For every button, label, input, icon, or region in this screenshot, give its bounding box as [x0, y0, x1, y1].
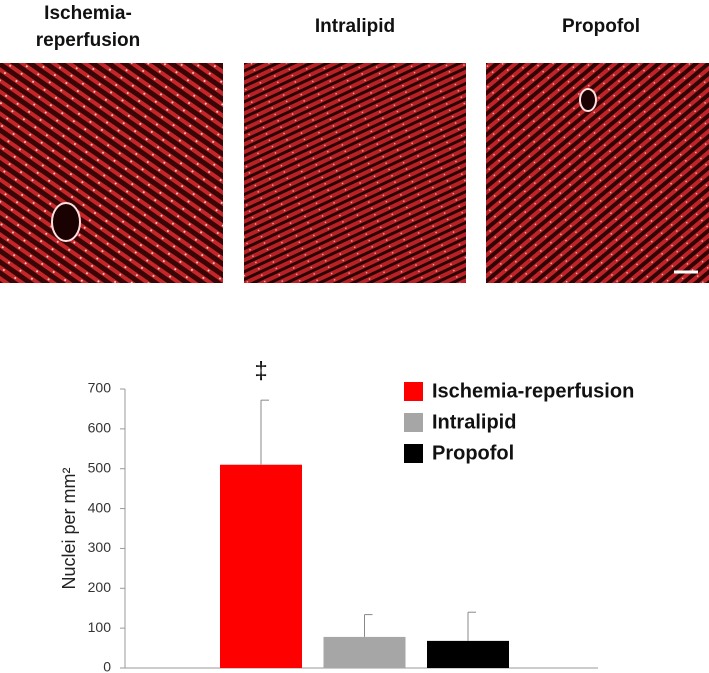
y-tick-label: 500 [88, 459, 112, 475]
y-tick-label: 300 [88, 539, 112, 555]
y-tick-label: 0 [103, 659, 111, 673]
annotation: ‡ [254, 357, 267, 384]
legend-label: Ischemia-reperfusion [432, 380, 634, 402]
y-tick-label: 400 [88, 499, 112, 515]
micrograph [0, 63, 223, 283]
vessel [579, 88, 597, 112]
legend-swatch [404, 382, 423, 401]
vessel [51, 202, 81, 242]
legend-label: Intralipid [432, 411, 516, 433]
micrograph [244, 63, 466, 283]
panel-title: reperfusion [36, 30, 141, 51]
y-tick-label: 600 [88, 420, 112, 436]
panel-title: Intralipid [315, 16, 395, 37]
y-tick-label: 100 [88, 619, 112, 635]
micrograph [486, 63, 709, 283]
bar [323, 636, 406, 668]
panel-title: Propofol [562, 16, 640, 37]
legend-label: Propofol [432, 442, 514, 464]
y-tick-label: 200 [88, 579, 112, 595]
y-tick-label: 700 [88, 380, 112, 396]
y-axis-label: Nuclei per mm² [59, 467, 79, 589]
panel-title: Ischemia- [44, 3, 132, 24]
legend-swatch [404, 413, 423, 432]
legend-swatch [404, 444, 423, 463]
bar [427, 640, 509, 668]
bar [220, 464, 302, 668]
